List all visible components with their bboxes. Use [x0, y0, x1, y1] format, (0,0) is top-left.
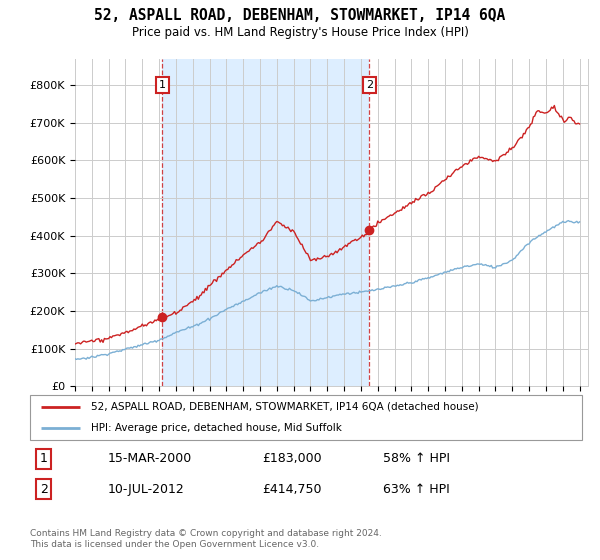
Text: 52, ASPALL ROAD, DEBENHAM, STOWMARKET, IP14 6QA: 52, ASPALL ROAD, DEBENHAM, STOWMARKET, I… [94, 8, 506, 23]
Text: 1: 1 [40, 452, 48, 465]
Text: 1: 1 [159, 80, 166, 90]
Text: Contains HM Land Registry data © Crown copyright and database right 2024.
This d: Contains HM Land Registry data © Crown c… [30, 529, 382, 549]
Bar [163, 59, 370, 386]
Text: 52, ASPALL ROAD, DEBENHAM, STOWMARKET, IP14 6QA (detached house): 52, ASPALL ROAD, DEBENHAM, STOWMARKET, I… [91, 402, 478, 412]
Text: 63% ↑ HPI: 63% ↑ HPI [383, 483, 450, 496]
Text: 58% ↑ HPI: 58% ↑ HPI [383, 452, 450, 465]
Text: £183,000: £183,000 [262, 452, 322, 465]
FancyBboxPatch shape [30, 395, 582, 440]
Text: 2: 2 [40, 483, 48, 496]
Text: 2: 2 [366, 80, 373, 90]
Text: Price paid vs. HM Land Registry's House Price Index (HPI): Price paid vs. HM Land Registry's House … [131, 26, 469, 39]
Text: HPI: Average price, detached house, Mid Suffolk: HPI: Average price, detached house, Mid … [91, 422, 341, 432]
Text: 15-MAR-2000: 15-MAR-2000 [107, 452, 191, 465]
Text: £414,750: £414,750 [262, 483, 322, 496]
Text: 10-JUL-2012: 10-JUL-2012 [107, 483, 184, 496]
